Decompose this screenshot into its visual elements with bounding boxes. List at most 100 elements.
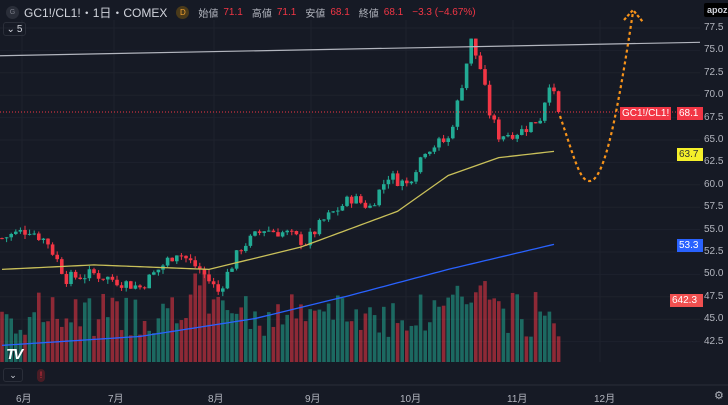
candle-body bbox=[179, 255, 184, 257]
candle-body bbox=[142, 287, 147, 289]
volume-bar bbox=[478, 285, 483, 362]
volume-bar bbox=[207, 313, 211, 362]
candle-body bbox=[110, 276, 115, 280]
volume-bar bbox=[294, 318, 299, 362]
symbol-title[interactable]: GC1!/CL1!・1日・COMEX bbox=[24, 6, 168, 20]
volume-bar bbox=[469, 302, 473, 362]
volume-bar bbox=[317, 309, 322, 362]
volume-bar bbox=[244, 296, 248, 362]
collapse-panel-button[interactable]: ⌄ bbox=[3, 368, 23, 382]
candle-body bbox=[216, 284, 220, 292]
candle-body bbox=[0, 238, 4, 240]
price-tick: 45.0 bbox=[704, 313, 724, 325]
alert-icon[interactable]: ! bbox=[37, 369, 45, 382]
volume-bar bbox=[359, 329, 363, 362]
time-tick: 9月 bbox=[305, 394, 321, 405]
volume-bar bbox=[409, 325, 414, 362]
volume-bar bbox=[124, 297, 128, 362]
candle-body bbox=[37, 233, 41, 240]
candle-body bbox=[326, 212, 331, 220]
candle-body bbox=[428, 151, 432, 154]
price-tick: 70.0 bbox=[704, 89, 724, 101]
candle-body bbox=[96, 273, 101, 279]
price-tick: 72.5 bbox=[704, 66, 724, 78]
candle-body bbox=[248, 235, 253, 246]
volume-bar bbox=[96, 319, 101, 362]
volume-bar bbox=[55, 318, 59, 362]
close-label: 終値 bbox=[358, 9, 379, 20]
low-value: 68.1 bbox=[330, 7, 350, 18]
volume-bar bbox=[322, 311, 326, 362]
symbol-price-label: GC1!/CL1! bbox=[620, 107, 672, 120]
volume-bar bbox=[451, 294, 455, 362]
candle-body bbox=[262, 231, 266, 233]
scale-mode-button[interactable]: apoz bbox=[704, 3, 728, 17]
candle-body bbox=[331, 211, 335, 213]
volume-bar bbox=[271, 326, 276, 362]
candle-body bbox=[18, 229, 23, 232]
time-tick: 11月 bbox=[507, 394, 528, 405]
volume-bar bbox=[354, 309, 358, 362]
candle-body bbox=[382, 184, 386, 190]
candle-body bbox=[280, 232, 285, 237]
volume-bar bbox=[377, 332, 381, 362]
candle-body bbox=[234, 250, 239, 269]
candle-body bbox=[414, 172, 418, 182]
volume-bar bbox=[533, 292, 538, 362]
candle-body bbox=[193, 260, 197, 267]
candle-body bbox=[14, 231, 18, 234]
candle-body bbox=[225, 271, 230, 289]
volume-bar bbox=[234, 313, 239, 362]
candle-body bbox=[175, 255, 179, 262]
volume-bar bbox=[418, 294, 423, 362]
change-value: −3.3 (−4.67%) bbox=[412, 7, 476, 18]
volume-bar bbox=[529, 336, 533, 362]
candle-body bbox=[538, 120, 542, 124]
open-label: 始値 bbox=[198, 9, 219, 20]
candle-body bbox=[41, 238, 46, 240]
candle-body bbox=[115, 279, 119, 286]
candle-body bbox=[432, 147, 437, 152]
candle-body bbox=[198, 266, 202, 270]
volume-badge: 642.3 bbox=[670, 294, 703, 307]
indicators-toggle-button[interactable]: ⌄ 5 bbox=[3, 22, 26, 36]
volume-bar bbox=[299, 304, 303, 362]
volume-bar bbox=[326, 303, 331, 362]
candle-body bbox=[257, 231, 262, 233]
candle-body bbox=[405, 180, 409, 184]
price-tick: 75.0 bbox=[704, 44, 724, 56]
price-tick: 77.5 bbox=[704, 22, 724, 33]
volume-bar bbox=[179, 320, 184, 362]
price-tick: 57.5 bbox=[704, 201, 724, 213]
volume-bar bbox=[336, 295, 340, 362]
price-tick: 42.5 bbox=[704, 335, 724, 347]
volume-bar bbox=[211, 299, 216, 362]
volume-bar bbox=[340, 298, 345, 362]
volume-bar bbox=[538, 311, 542, 362]
tradingview-logo[interactable]: TV bbox=[6, 346, 23, 363]
candle-body bbox=[460, 88, 464, 101]
candle-body bbox=[285, 230, 289, 233]
volume-bar bbox=[285, 314, 289, 362]
volume-bar bbox=[225, 310, 230, 362]
delayed-data-icon[interactable]: D bbox=[176, 6, 190, 19]
volume-bar bbox=[37, 292, 41, 362]
candle-body bbox=[253, 231, 257, 236]
price-tick: 67.5 bbox=[704, 111, 724, 123]
candle-body bbox=[418, 157, 423, 173]
candle-body bbox=[469, 38, 473, 64]
candle-body bbox=[4, 237, 9, 239]
volume-bar bbox=[308, 309, 312, 362]
volume-bar bbox=[27, 317, 32, 362]
candle-body bbox=[391, 173, 395, 180]
candle-body bbox=[372, 205, 377, 207]
candle-body bbox=[271, 230, 276, 233]
settings-gear-icon[interactable]: ⚙ bbox=[714, 390, 724, 402]
volume-bar bbox=[474, 292, 478, 362]
price-tick: 62.5 bbox=[704, 156, 724, 168]
candle-body bbox=[230, 268, 234, 272]
candle-body bbox=[23, 229, 27, 235]
volume-bar bbox=[386, 336, 391, 362]
candle-body bbox=[446, 138, 450, 142]
